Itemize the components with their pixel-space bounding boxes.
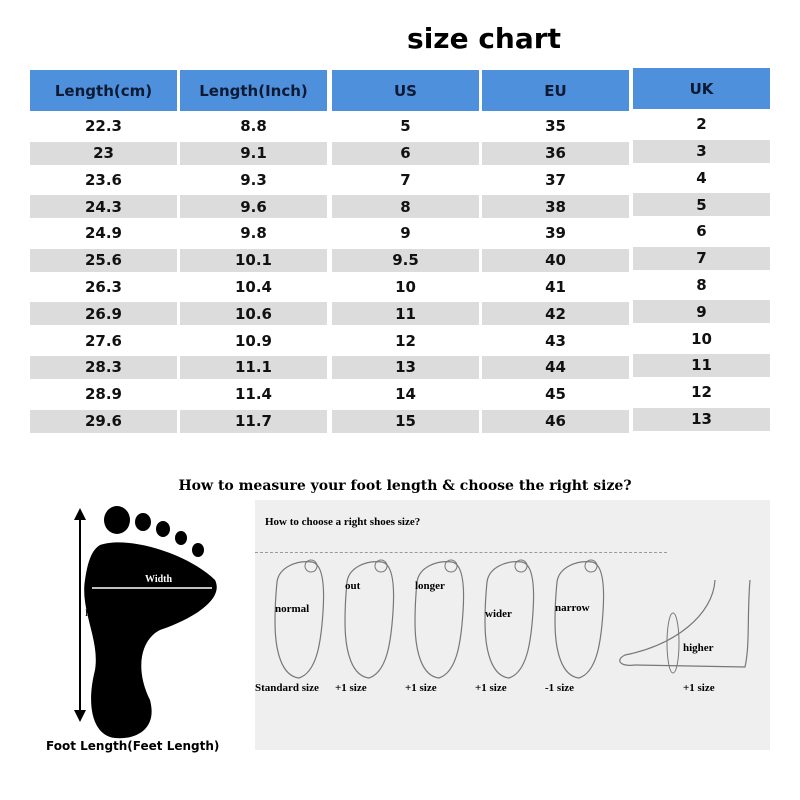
foot-type-label: longer	[415, 580, 445, 592]
table-cell: 4	[696, 168, 707, 187]
column-header: US	[332, 70, 479, 111]
table-cell: 3	[633, 139, 770, 163]
table-cell: 25.6	[30, 248, 177, 272]
size-adjustment: +1 size	[475, 682, 507, 694]
column-3: EU 35 36 37 38 39 40 41 42 43 44 45 46	[482, 70, 629, 433]
table-cell: 29.6	[30, 409, 177, 433]
table-cell: 22.3	[84, 117, 122, 136]
foot-outline-icon	[414, 559, 465, 679]
table-cell: 13	[633, 407, 770, 431]
foot-diagram: Width Length Foot Length(Feet Length)	[46, 506, 219, 753]
table-cell: 5	[400, 117, 411, 136]
table-cell: 9.6	[180, 195, 327, 219]
table-cell: 45	[545, 385, 566, 404]
table-cell: 9.8	[240, 224, 267, 243]
table-cell: 43	[545, 331, 566, 350]
width-label: Width	[145, 574, 172, 585]
table-cell: 38	[482, 195, 629, 219]
panel-heading: How to choose a right shoes size?	[265, 516, 421, 528]
table-cell: 12	[691, 383, 712, 402]
table-cell: 9.5	[332, 248, 479, 272]
column-header: Length(cm)	[30, 70, 177, 111]
table-cell: 9.1	[180, 141, 327, 165]
size-adjustment: +1 size	[335, 682, 367, 694]
table-cell: 8.8	[240, 117, 267, 136]
foot-type-label: higher	[683, 642, 714, 654]
dashed-line	[255, 552, 667, 553]
table-cell: 26.9	[30, 302, 177, 326]
table-cell: 11.4	[234, 385, 272, 404]
foot-type-label: narrow	[555, 602, 590, 614]
table-cell: 23	[30, 141, 177, 165]
measure-heading: How to measure your foot length & choose…	[178, 478, 632, 494]
table-cell: 26.3	[84, 278, 122, 297]
table-cell: 8	[332, 195, 479, 219]
table-cell: 9	[400, 224, 411, 243]
table-cell: 40	[482, 248, 629, 272]
size-adjustment: +1 size	[683, 682, 715, 694]
table-cell: 5	[633, 193, 770, 217]
table-cell: 9.3	[240, 170, 267, 189]
table-cell: 11.7	[180, 409, 327, 433]
table-cell: 23.6	[84, 170, 122, 189]
column-1: Length(Inch) 8.8 9.1 9.3 9.6 9.8 10.1 10.4 10.6 1…	[180, 70, 327, 433]
foot-type-label: normal	[275, 603, 310, 615]
foot-type-label: out	[345, 580, 361, 592]
foot-outline-icon	[274, 559, 325, 679]
table-cell: 12	[395, 331, 416, 350]
table-cell: 6	[332, 141, 479, 165]
foot-side-outline-icon	[619, 579, 751, 674]
table-cell: 10.4	[234, 278, 272, 297]
table-cell: 14	[395, 385, 416, 404]
size-adjustment: Standard size	[255, 682, 319, 694]
column-0: Length(cm) 22.3 23 23.6 24.3 24.9 25.6 26.3 26.9…	[30, 70, 177, 433]
foot-outline-icon	[344, 559, 395, 679]
table-cell: 41	[545, 278, 566, 297]
table-cell: 24.9	[84, 224, 122, 243]
foot-outline-icon	[484, 559, 535, 679]
column-header: Length(Inch)	[180, 70, 327, 111]
foot-caption: Foot Length(Feet Length)	[46, 739, 219, 753]
table-cell: 6	[696, 222, 707, 241]
table-cell: 10	[691, 329, 712, 348]
table-cell: 28.3	[30, 355, 177, 379]
table-cell: 8	[696, 276, 707, 295]
size-adjustment: +1 size	[405, 682, 437, 694]
table-cell: 42	[482, 302, 629, 326]
table-cell: 9	[633, 300, 770, 324]
table-cell: 11.1	[180, 355, 327, 379]
column-header: UK	[633, 68, 770, 109]
table-cell: 46	[482, 409, 629, 433]
table-cell: 27.6	[84, 331, 122, 350]
foot-outline-icon	[554, 559, 605, 679]
table-cell: 7	[633, 246, 770, 270]
table-cell: 24.3	[30, 195, 177, 219]
table-cell: 10.9	[234, 331, 272, 350]
length-label: Length	[85, 608, 111, 618]
shoe-size-guide-panel: How to choose a right shoes size? normal…	[255, 500, 770, 750]
table-cell: 13	[332, 355, 479, 379]
table-cell: 28.9	[84, 385, 122, 404]
table-cell: 15	[332, 409, 479, 433]
table-cell: 11	[633, 353, 770, 377]
table-cell: 2	[696, 115, 707, 134]
column-4: UK 2 3 4 5 6 7 8 9 10 11 12 13	[633, 68, 770, 431]
table-cell: 11	[332, 302, 479, 326]
column-2: US 5 6 7 8 9 9.5 10 11 12 13 14 15	[332, 70, 479, 433]
table-cell: 35	[545, 117, 566, 136]
size-adjustment: -1 size	[545, 682, 575, 694]
table-cell: 37	[545, 170, 566, 189]
table-cell: 39	[545, 224, 566, 243]
page-title: size chart	[407, 22, 561, 55]
foot-type-label: wider	[485, 608, 512, 620]
column-header: EU	[482, 70, 629, 111]
table-cell: 10.1	[180, 248, 327, 272]
table-cell: 10	[395, 278, 416, 297]
table-cell: 36	[482, 141, 629, 165]
table-cell: 7	[400, 170, 411, 189]
table-cell: 44	[482, 355, 629, 379]
table-cell: 10.6	[180, 302, 327, 326]
